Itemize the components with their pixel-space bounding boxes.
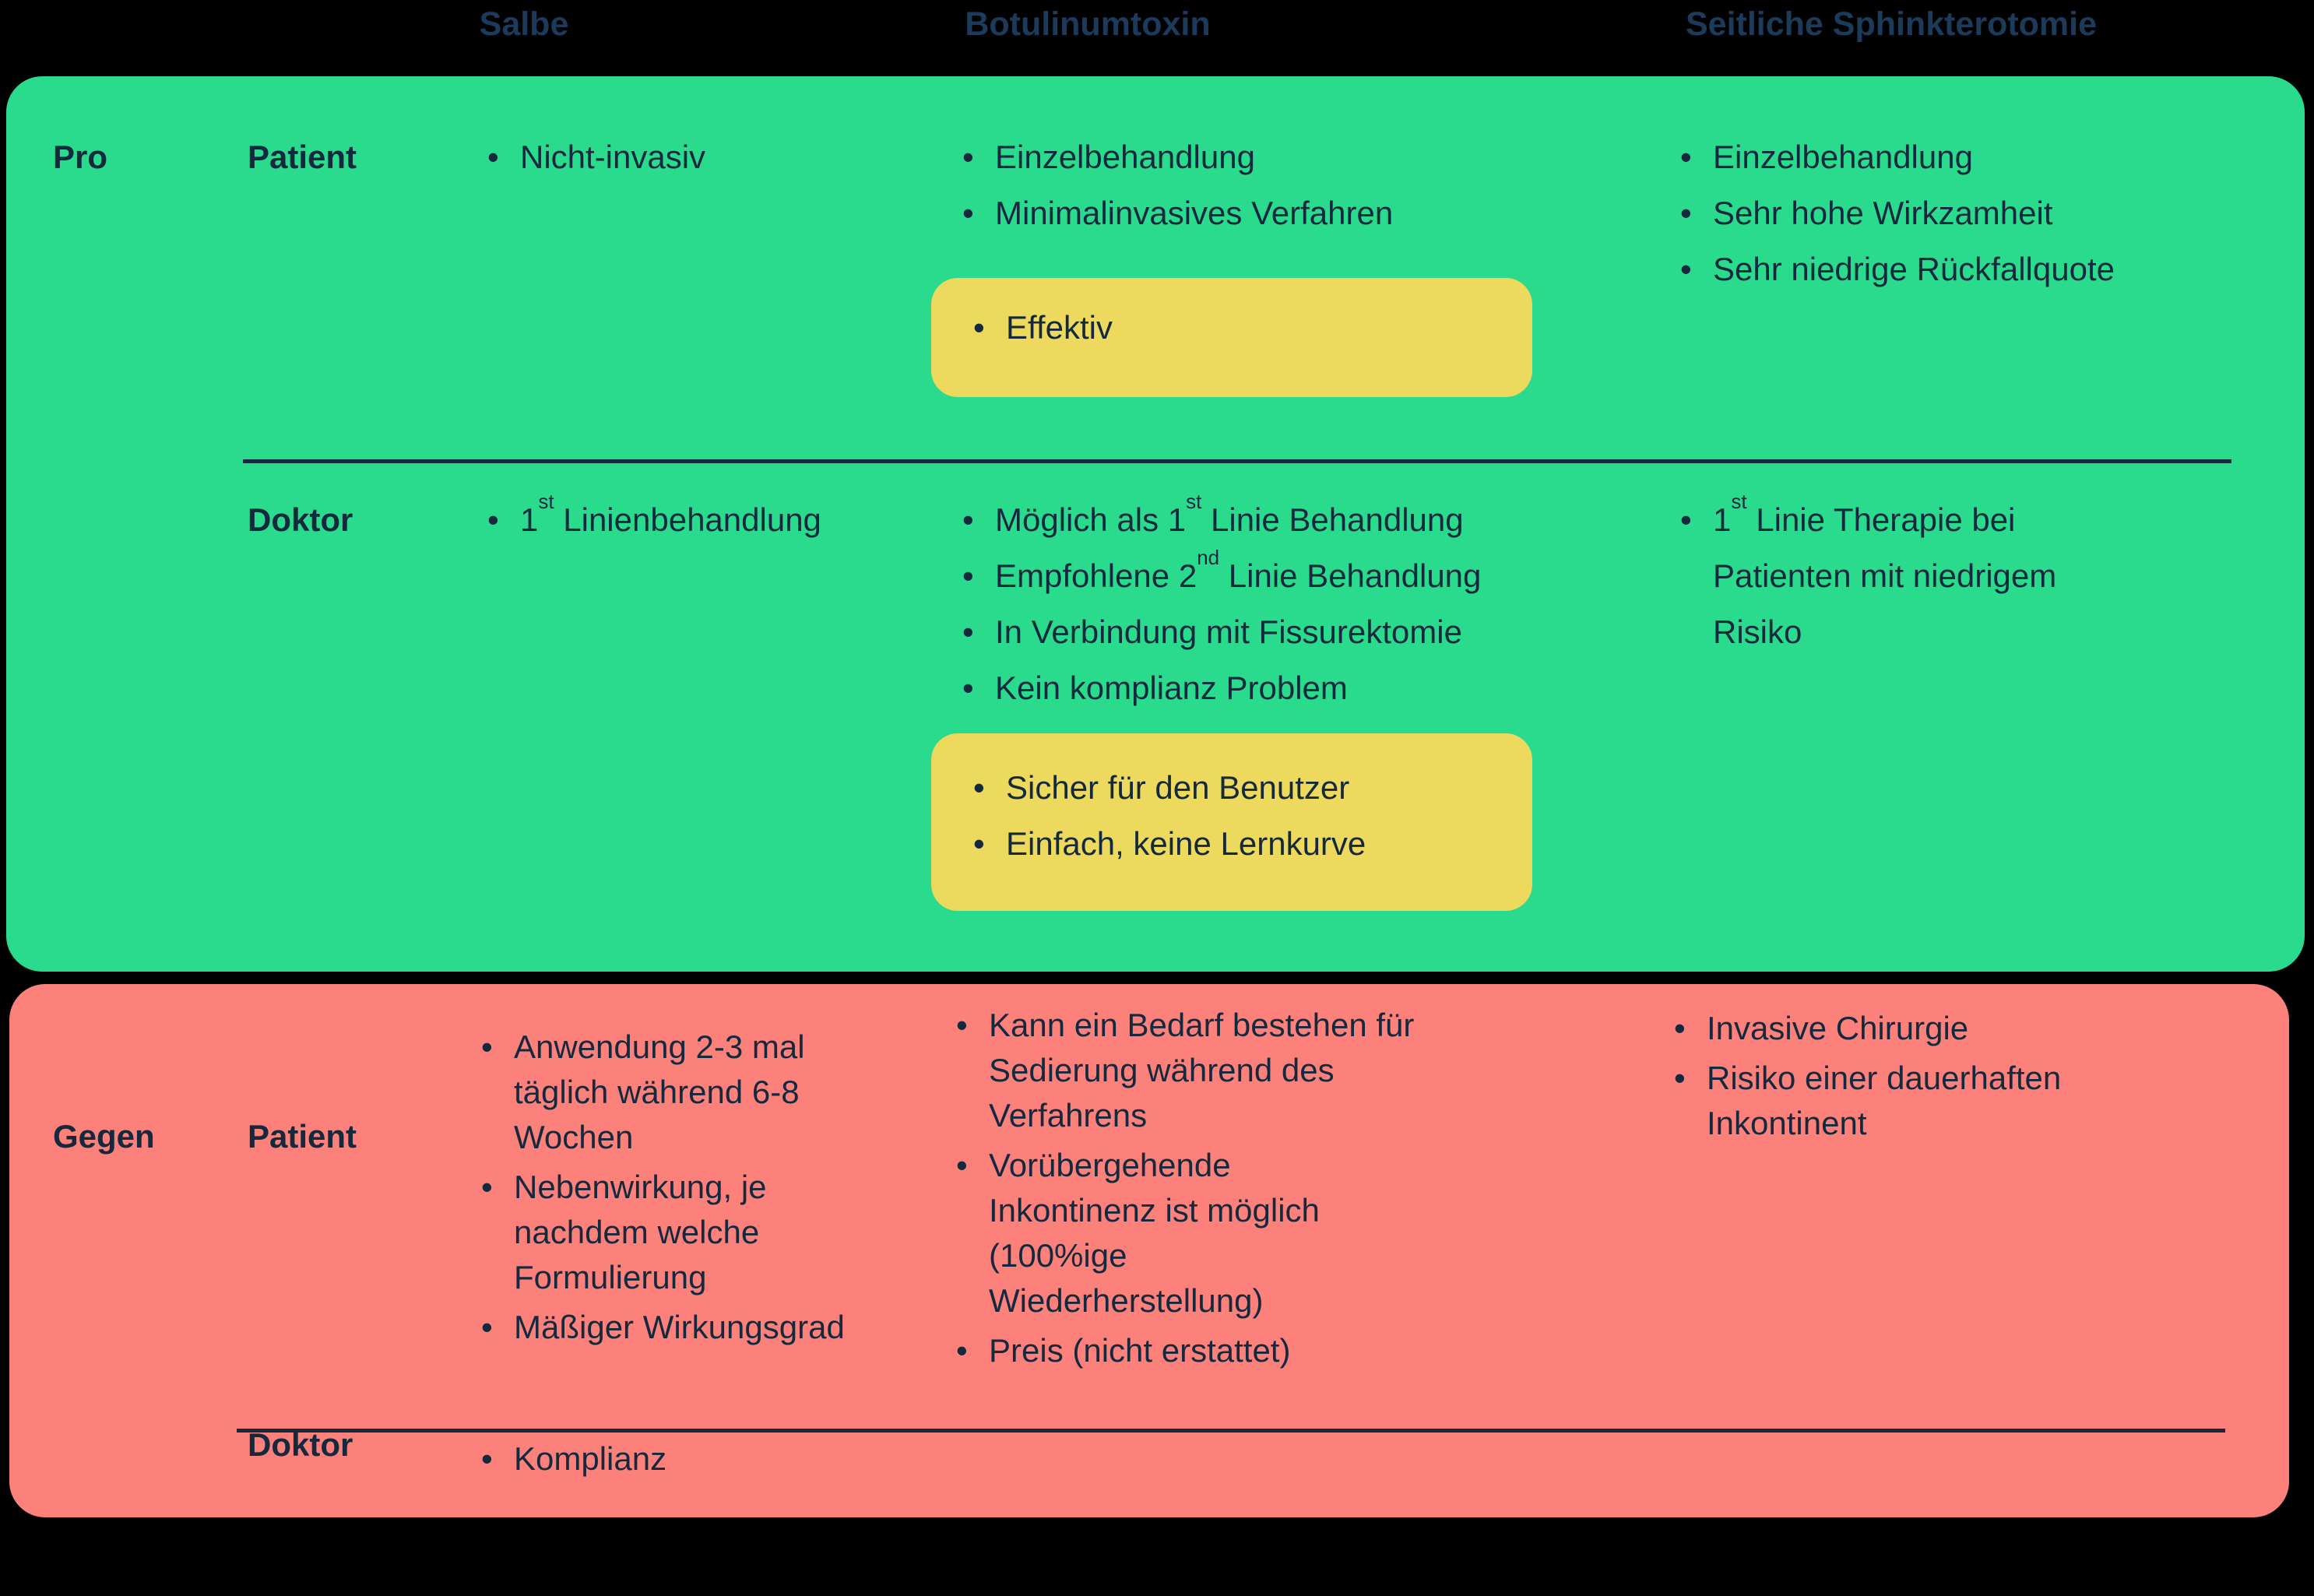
column-header-botulinumtoxin: Botulinumtoxin (965, 5, 1211, 43)
pro-label: Pro (53, 139, 108, 175)
gegen-label: Gegen (53, 1118, 155, 1155)
list-item: Preis (nicht erstattet) (948, 1328, 1493, 1373)
superscript: st (1186, 490, 1202, 513)
list-item: 1st Linie Therapie bei Patienten mit nie… (1672, 490, 2155, 660)
superscript: st (538, 490, 554, 513)
list-item: 1st Linienbehandlung (480, 490, 931, 548)
highlight-box-benutzer: Sicher für den Benutzer Einfach, keine L… (931, 733, 1532, 911)
highlight-box-content: Sicher für den Benutzer Einfach, keine L… (965, 760, 1532, 872)
list-item: Kein komplianz Problem (955, 660, 1546, 716)
list-item: Nebenwirkung, je nachdem welche Formulie… (473, 1165, 925, 1300)
gegen-panel: Gegen Patient Anwendung 2-3 mal täglich … (9, 984, 2289, 1517)
list-item: Kann ein Bedarf bestehen für Sedierung w… (948, 1003, 1493, 1138)
list-item: Minimalinvasives Verfahren (955, 185, 1515, 241)
list-item: Sehr niedrige Rückfallquote (1672, 241, 2171, 297)
list-item: Anwendung 2-3 mal täglich während 6-8 Wo… (473, 1025, 925, 1160)
list-item: Mäßiger Wirkungsgrad (473, 1305, 925, 1350)
list-item: Möglich als 1st Linie Behandlung (955, 490, 1546, 548)
gegen-patient-salbe-cell: Anwendung 2-3 mal täglich während 6-8 Wo… (473, 1025, 925, 1355)
pro-patient-botulinumtoxin-cell: Einzelbehandlung Minimalinvasives Verfah… (955, 129, 1515, 241)
list-item: Nicht-invasiv (480, 129, 916, 185)
superscript: nd (1197, 546, 1220, 569)
row-divider (243, 459, 2231, 463)
list-item: Vorübergehende Inkontinenz ist möglich (… (948, 1143, 1493, 1324)
pro-patient-sphinkterotomie-cell: Einzelbehandlung Sehr hohe Wirkzamheit S… (1672, 129, 2171, 297)
pro-doktor-botulinumtoxin-cell: Möglich als 1st Linie Behandlung Empfohl… (955, 490, 1546, 716)
gegen-doktor-label: Doktor (248, 1426, 353, 1463)
gegen-doktor-salbe-cell: Komplianz (473, 1436, 1018, 1486)
superscript: st (1731, 490, 1747, 513)
list-item: Komplianz (473, 1436, 1018, 1482)
column-header-salbe: Salbe (479, 5, 569, 43)
list-item: Einzelbehandlung (1672, 129, 2171, 185)
pro-doktor-salbe-cell: 1st Linienbehandlung (480, 490, 931, 548)
highlight-box-effektiv: Effektiv (931, 278, 1532, 397)
gegen-patient-sphinkterotomie-cell: Invasive Chirurgie Risiko einer dauerhaf… (1666, 1006, 2180, 1151)
pro-doktor-label: Doktor (248, 501, 353, 538)
gegen-patient-label: Patient (248, 1118, 357, 1155)
pro-patient-salbe-cell: Nicht-invasiv (480, 129, 916, 185)
gegen-patient-botulinumtoxin-cell: Kann ein Bedarf bestehen für Sedierung w… (948, 1003, 1493, 1378)
list-item: Einfach, keine Lernkurve (965, 816, 1532, 872)
list-item: Invasive Chirurgie (1666, 1006, 2180, 1051)
row-divider (237, 1429, 2225, 1433)
pro-panel: Pro Patient Nicht-invasiv Einzelbehandlu… (6, 76, 2305, 972)
list-item: Sicher für den Benutzer (965, 760, 1532, 816)
highlight-box-content: Effektiv (965, 300, 1532, 356)
list-item: Empfohlene 2nd Linie Behandlung (955, 546, 1546, 604)
list-item: In Verbindung mit Fissurektomie (955, 604, 1546, 660)
list-item: Risiko einer dauerhaften Inkontinent (1666, 1056, 2180, 1146)
pro-patient-label: Patient (248, 139, 357, 175)
pro-doktor-sphinkterotomie-cell: 1st Linie Therapie bei Patienten mit nie… (1672, 490, 2155, 660)
list-item: Sehr hohe Wirkzamheit (1672, 185, 2171, 241)
list-item: Einzelbehandlung (955, 129, 1515, 185)
column-header-sphinkterotomie: Seitliche Sphinkterotomie (1685, 5, 2098, 43)
list-item: Effektiv (965, 300, 1532, 356)
